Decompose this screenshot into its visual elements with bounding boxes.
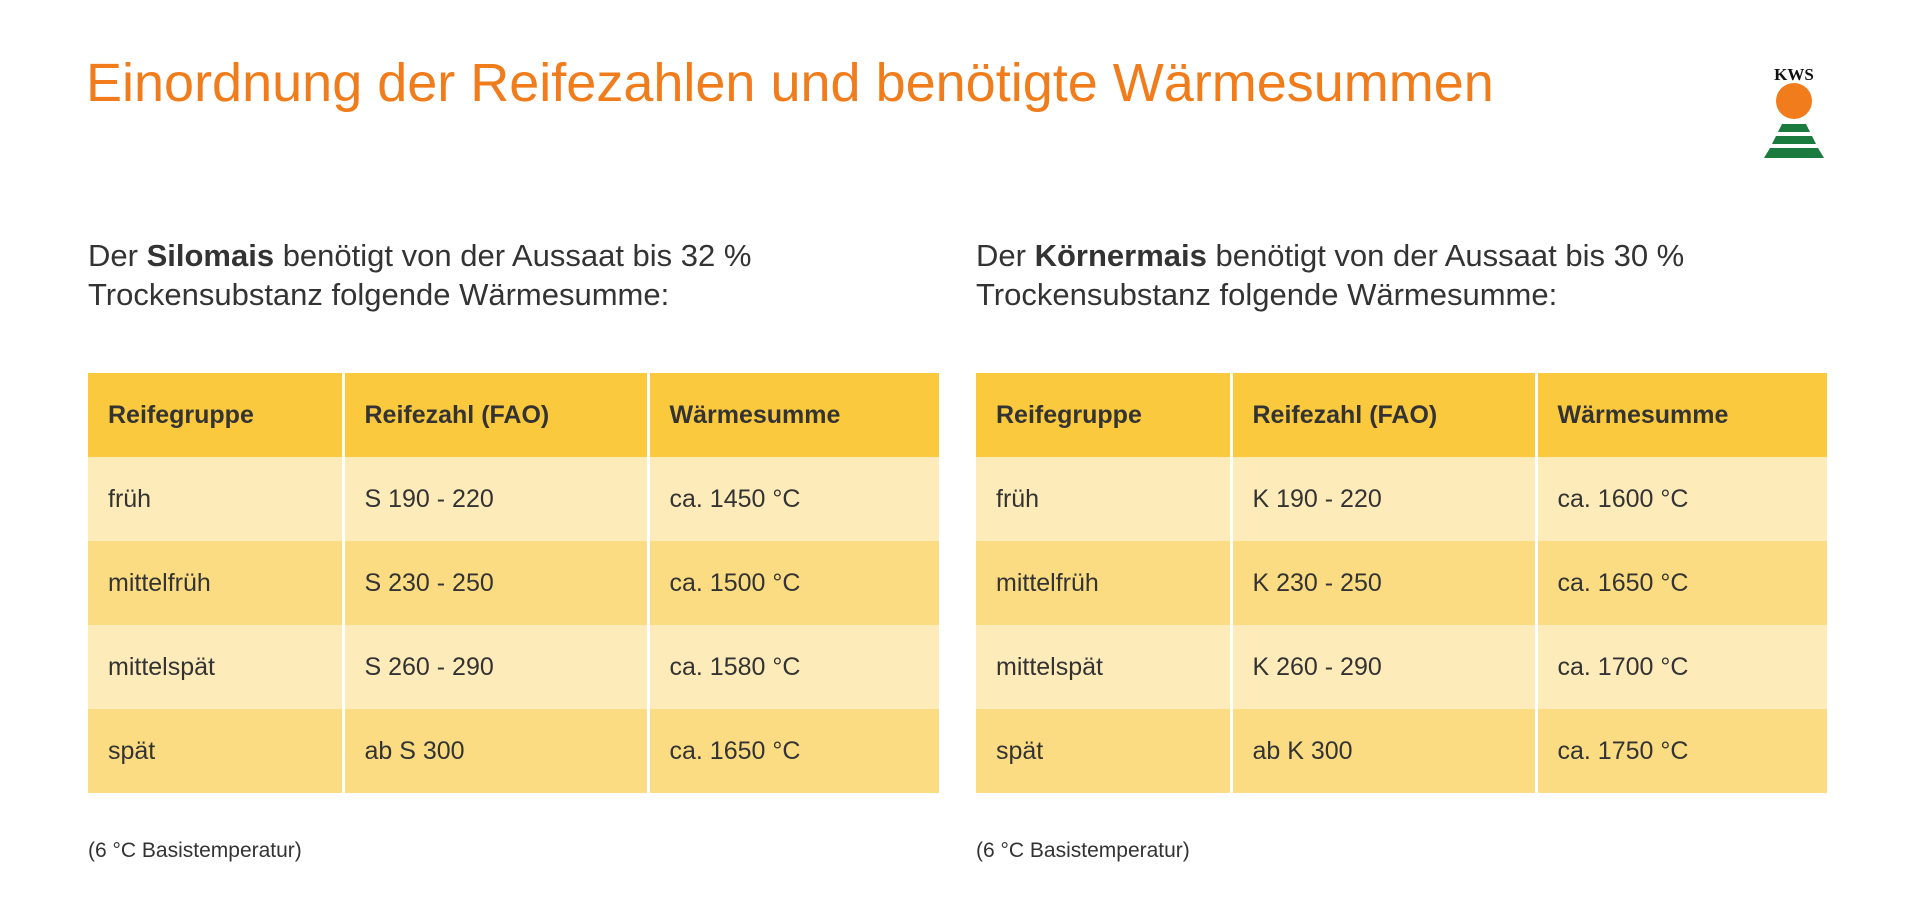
table-cell: mittelfrüh bbox=[976, 541, 1231, 625]
table: Reifegruppe Reifezahl (FAO) Wärmesumme früh… bbox=[976, 373, 1827, 793]
header-cell: Reifegruppe bbox=[88, 373, 343, 457]
table-cell: ca. 1580 °C bbox=[646, 625, 939, 709]
table-row: mittelspät K 260 - 290 ca. 1700 °C bbox=[976, 625, 1827, 709]
table-cell: K 260 - 290 bbox=[1229, 625, 1536, 709]
logo-sun bbox=[1776, 83, 1812, 119]
table-cell: ca. 1750 °C bbox=[1534, 709, 1827, 793]
table-cell: ca. 1700 °C bbox=[1534, 625, 1827, 709]
table-row: früh S 190 - 220 ca. 1450 °C bbox=[88, 457, 939, 541]
table-row: mittelfrüh K 230 - 250 ca. 1650 °C bbox=[976, 541, 1827, 625]
intro-text: Der Körnermais benötigt von der Aussaat … bbox=[976, 236, 1827, 373]
intro-post: benötigt von der Aussaat bis 32 % bbox=[274, 238, 752, 273]
table-cell: K 230 - 250 bbox=[1229, 541, 1536, 625]
table-cell: früh bbox=[88, 457, 343, 541]
table-cell: spät bbox=[976, 709, 1231, 793]
table-cell: mittelspät bbox=[88, 625, 343, 709]
intro-text: Der Silomais benötigt von der Aussaat bi… bbox=[88, 236, 939, 373]
footnote: (6 °C Basistemperatur) bbox=[976, 839, 1190, 862]
logo-text: KWS bbox=[1774, 68, 1814, 84]
table-row: früh K 190 - 220 ca. 1600 °C bbox=[976, 457, 1827, 541]
table-cell: ca. 1500 °C bbox=[646, 541, 939, 625]
intro-post: benötigt von der Aussaat bis 30 % bbox=[1206, 238, 1685, 273]
panel: Der Körnermais benötigt von der Aussaat … bbox=[976, 236, 1827, 863]
header-cell: Reifegruppe bbox=[976, 373, 1231, 457]
intro-pre: Der bbox=[88, 238, 147, 273]
page-title: Einordnung der Reifezahlen und benötigte… bbox=[86, 53, 1494, 113]
intro-bold: Körnermais bbox=[1034, 238, 1207, 273]
header-cell: Wärmesumme bbox=[1534, 373, 1827, 457]
intro-pre: Der bbox=[976, 238, 1035, 273]
table-row: spät ab K 300 ca. 1750 °C bbox=[976, 709, 1827, 793]
intro-line2: Trockensubstanz folgende Wärmesumme: bbox=[976, 277, 1558, 312]
table-cell: S 190 - 220 bbox=[341, 457, 648, 541]
logo-stripe bbox=[1772, 136, 1816, 144]
header-cell: Wärmesumme bbox=[646, 373, 939, 457]
table-cell: ca. 1650 °C bbox=[646, 709, 939, 793]
table-cell: S 230 - 250 bbox=[341, 541, 648, 625]
table-cell: mittelspät bbox=[976, 625, 1231, 709]
table-cell: mittelfrüh bbox=[88, 541, 343, 625]
header-row: Reifegruppe Reifezahl (FAO) Wärmesumme bbox=[88, 373, 939, 457]
table-cell: K 190 - 220 bbox=[1229, 457, 1536, 541]
table-cell: spät bbox=[88, 709, 343, 793]
logo-stripe bbox=[1764, 148, 1824, 158]
table-cell: ab S 300 bbox=[341, 709, 648, 793]
header-row: Reifegruppe Reifezahl (FAO) Wärmesumme bbox=[976, 373, 1827, 457]
table-cell: ca. 1600 °C bbox=[1534, 457, 1827, 541]
intro-bold: Silomais bbox=[146, 238, 275, 273]
table-cell: ca. 1650 °C bbox=[1534, 541, 1827, 625]
header-cell: Reifezahl (FAO) bbox=[1229, 373, 1536, 457]
logo: KWS bbox=[1764, 68, 1824, 158]
table-cell: S 260 - 290 bbox=[341, 625, 648, 709]
table-cell: ab K 300 bbox=[1229, 709, 1536, 793]
table: Reifegruppe Reifezahl (FAO) Wärmesumme früh… bbox=[88, 373, 939, 793]
footnote: (6 °C Basistemperatur) bbox=[88, 839, 302, 862]
logo-stripe bbox=[1778, 124, 1810, 132]
table-row: mittelspät S 260 - 290 ca. 1580 °C bbox=[88, 625, 939, 709]
table-cell: ca. 1450 °C bbox=[646, 457, 939, 541]
header-cell: Reifezahl (FAO) bbox=[341, 373, 648, 457]
table-row: spät ab S 300 ca. 1650 °C bbox=[88, 709, 939, 793]
table-row: mittelfrüh S 230 - 250 ca. 1500 °C bbox=[88, 541, 939, 625]
panel: Der Silomais benötigt von der Aussaat bi… bbox=[88, 236, 939, 863]
table-cell: früh bbox=[976, 457, 1231, 541]
intro-line2: Trockensubstanz folgende Wärmesumme: bbox=[88, 277, 670, 312]
